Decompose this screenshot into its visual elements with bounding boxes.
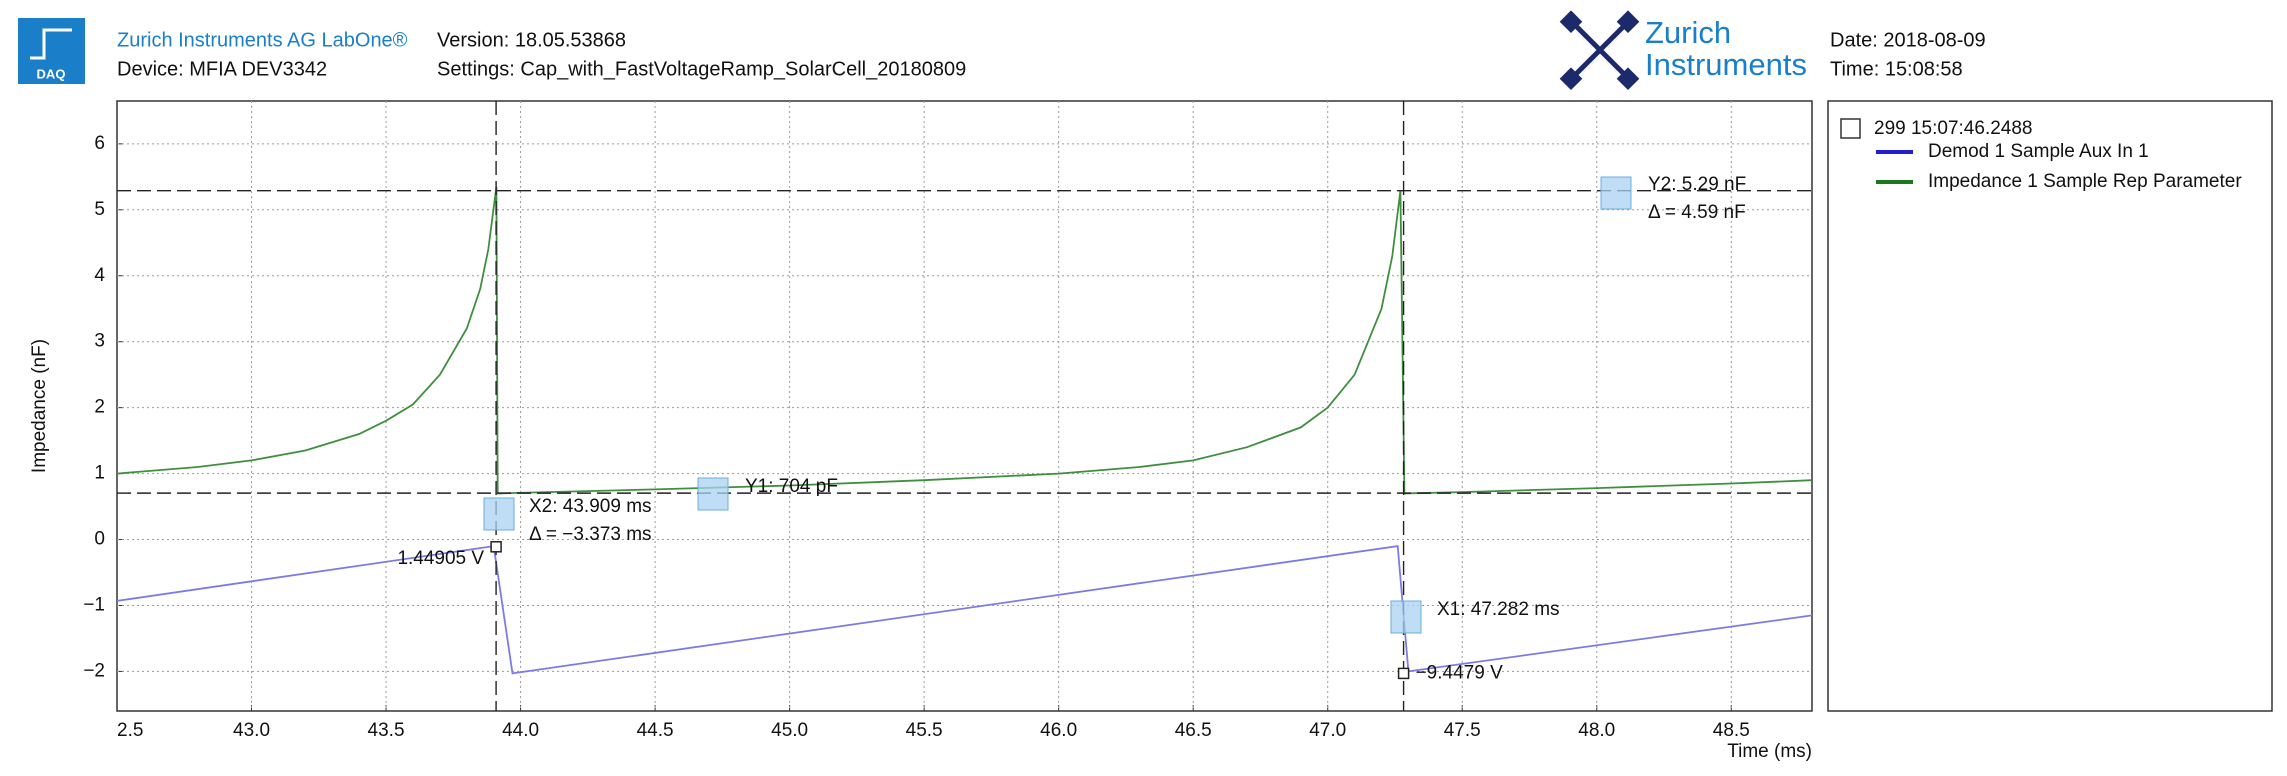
x-tick-label: 48.5	[1713, 720, 1750, 741]
cursor-label: X1: 47.282 ms	[1437, 599, 1560, 620]
cursor-delta: Δ = 4.59 nF	[1648, 202, 1746, 223]
y-tick-label: 4	[94, 265, 105, 286]
marker-label: −9.4479 V	[1416, 662, 1503, 683]
cursor-delta: Δ = −3.373 ms	[529, 524, 652, 545]
cursor-handle	[697, 477, 729, 511]
x-tick-label: 44.5	[637, 720, 674, 741]
x-tick-label: 45.0	[771, 720, 808, 741]
logo-text: DAQ	[37, 66, 66, 81]
logo-glyph	[30, 28, 72, 60]
cursor-label: Y1: 704 pF	[745, 476, 838, 497]
brand-text: Zurich	[1645, 15, 1731, 50]
cursor-label: Y2: 5.29 nF	[1648, 174, 1746, 195]
y-tick-label: −1	[83, 595, 105, 616]
legend-title: 299 15:07:46.2488	[1874, 118, 2033, 139]
y-tick-label: 5	[94, 199, 105, 220]
x-tick-label: 43.0	[233, 720, 270, 741]
x-tick-label: 47.5	[1444, 720, 1481, 741]
legend-box	[1827, 100, 2273, 712]
x-axis-label: Time (ms)	[1727, 741, 1812, 762]
legend-label: Demod 1 Sample Aux In 1	[1928, 141, 2149, 162]
legend-checkbox[interactable]	[1840, 118, 1861, 139]
company: Zurich Instruments AG LabOne®	[117, 29, 408, 51]
brand-mark	[1559, 10, 1640, 91]
marker-label: 1.44905 V	[397, 548, 484, 569]
x-tick-label: 47.0	[1309, 720, 1346, 741]
x-tick-label: 2.5	[117, 720, 143, 741]
plot-area	[116, 100, 1813, 712]
y-tick-label: 2	[94, 397, 105, 418]
y-tick-label: 1	[94, 463, 105, 484]
cursor-label: X2: 43.909 ms	[529, 496, 652, 517]
date: Date: 2018-08-09	[1830, 29, 1986, 51]
cursor-handle	[483, 497, 515, 531]
legend-label: Impedance 1 Sample Rep Parameter	[1928, 171, 2242, 192]
x-tick-label: 46.5	[1175, 720, 1212, 741]
y-tick-label: 3	[94, 331, 105, 352]
device: Device: MFIA DEV3342	[117, 58, 327, 80]
cursor-handle	[1390, 600, 1422, 634]
y-tick-label: 6	[94, 133, 105, 154]
y-tick-label: −2	[83, 660, 105, 681]
y-axis-label: Impedance (nF)	[29, 339, 50, 473]
x-tick-label: 43.5	[368, 720, 405, 741]
cursor-marker	[490, 541, 502, 553]
series-line	[116, 545, 1813, 675]
x-tick-label: 44.0	[502, 720, 539, 741]
cursor-handle	[1600, 176, 1632, 210]
brand-text: Instruments	[1645, 47, 1807, 82]
x-tick-label: 46.0	[1040, 720, 1077, 741]
cursor-marker	[1397, 667, 1410, 680]
time: Time: 15:08:58	[1830, 58, 1963, 80]
x-tick-label: 45.5	[906, 720, 943, 741]
y-tick-label: 0	[94, 529, 105, 550]
x-tick-label: 48.0	[1578, 720, 1615, 741]
version: Version: 18.05.53868	[437, 29, 626, 51]
settings: Settings: Cap_with_FastVoltageRamp_Solar…	[437, 58, 966, 80]
